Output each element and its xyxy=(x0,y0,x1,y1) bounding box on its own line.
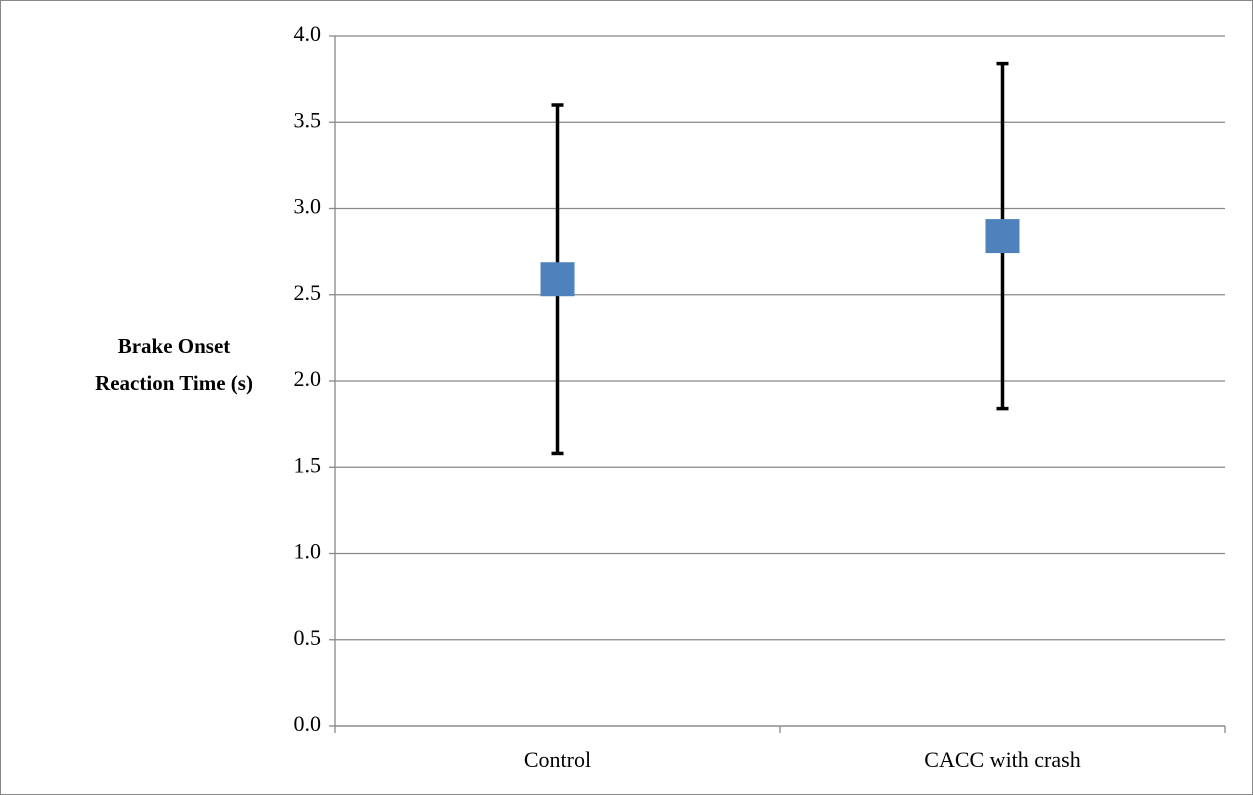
y-tick-label: 1.0 xyxy=(294,539,322,564)
y-axis-label: Brake Onset Reaction Time (s) xyxy=(95,334,253,395)
marker xyxy=(540,262,575,297)
y-tick-label: 4.0 xyxy=(294,21,322,46)
y-tick-label: 0.0 xyxy=(294,711,322,736)
x-tick-label: Control xyxy=(524,747,591,772)
y-tick-label: 3.0 xyxy=(294,194,322,219)
y-tick-label: 1.5 xyxy=(294,452,322,477)
y-tick-label: 2.5 xyxy=(294,280,322,305)
y-tick-label: 0.5 xyxy=(294,625,322,650)
y-tick-label: 3.5 xyxy=(294,107,322,132)
marker xyxy=(985,219,1020,254)
x-tick-label: CACC with crash xyxy=(924,747,1080,772)
y-tick-label: 2.0 xyxy=(294,366,322,391)
